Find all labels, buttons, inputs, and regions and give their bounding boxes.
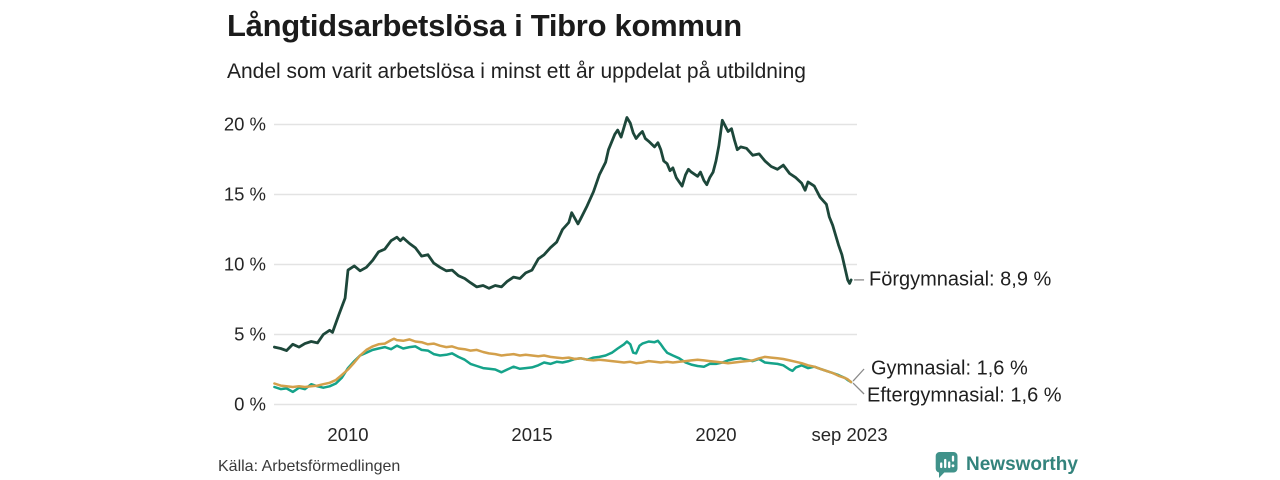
page-title: Långtidsarbetslösa i Tibro kommun xyxy=(227,8,742,43)
y-tick-label: 20 % xyxy=(224,114,266,135)
series-label-forgymnasial: Förgymnasial: 8,9 % xyxy=(869,268,1052,291)
x-tick-label: sep 2023 xyxy=(812,424,888,445)
series-line-gymnasial xyxy=(273,339,853,394)
y-tick-label: 5 % xyxy=(234,324,266,345)
source-note: Källa: Arbetsförmedlingen xyxy=(218,458,401,475)
newsworthy-icon xyxy=(935,451,958,478)
y-tick-label: 15 % xyxy=(224,184,266,205)
brand-name: Newsworthy xyxy=(966,454,1078,475)
chart-subtitle: Andel som varit arbetslösa i minst ett å… xyxy=(227,60,806,83)
newsworthy-logo[interactable]: Newsworthy xyxy=(934,451,1078,479)
connector-eftergymnasial xyxy=(852,382,865,395)
x-tick-label: 2010 xyxy=(327,424,368,445)
y-tick-label: 10 % xyxy=(224,254,266,275)
series-label-eftergymnasial: Eftergymnasial: 1,6 % xyxy=(867,384,1062,407)
y-tick-label: 0 % xyxy=(234,394,266,415)
series-label-gymnasial: Gymnasial: 1,6 % xyxy=(871,357,1028,380)
x-tick-label: 2020 xyxy=(695,424,736,445)
connector-gymnasial xyxy=(852,368,865,382)
series-line-eftergymnasial xyxy=(273,337,853,389)
x-tick-label: 2015 xyxy=(511,424,552,445)
series-line-förgymnasial xyxy=(272,116,853,353)
